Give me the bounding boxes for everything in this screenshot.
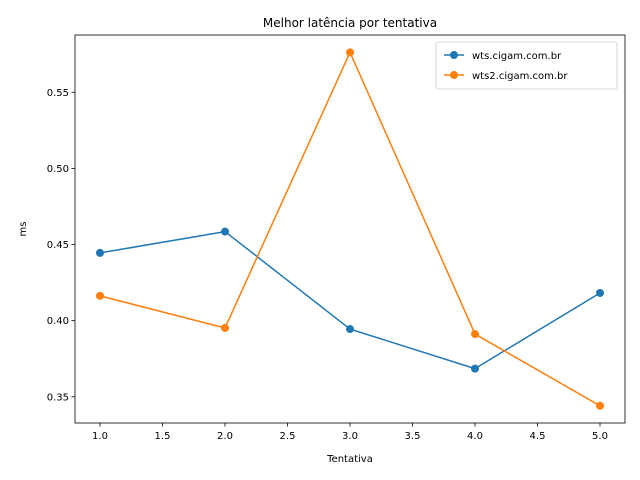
data-point: [471, 330, 479, 339]
x-tick-label: 1.0: [92, 431, 108, 442]
data-point: [96, 291, 104, 300]
data-point: [596, 288, 604, 297]
legend-marker: [450, 51, 458, 59]
x-tick-label: 3.0: [342, 431, 358, 442]
data-point: [346, 48, 354, 57]
y-axis-title: ms: [18, 222, 29, 237]
x-tick-label: 2.5: [280, 431, 296, 442]
x-axis-ticks: 1.0 1.5 2.0 2.5 3.0 3.5 4.0 4.5 5.0: [92, 423, 608, 442]
plot-area-frame: [74, 34, 626, 424]
y-axis-ticks: 0.35 0.40 0.45 0.50 0.55: [47, 88, 75, 403]
x-tick-label: 2.0: [217, 431, 233, 442]
series-2: [96, 48, 604, 410]
y-tick-label: 0.45: [47, 240, 69, 251]
legend-label: wts2.cigam.com.br: [472, 71, 568, 82]
legend: wts.cigam.com.br wts2.cigam.com.br: [435, 41, 618, 90]
data-point: [221, 227, 229, 236]
x-tick-label: 3.5: [405, 431, 421, 442]
x-tick-label: 1.5: [155, 431, 171, 442]
data-point: [596, 401, 604, 410]
data-point: [346, 325, 354, 334]
legend-entry: wts2.cigam.com.br: [444, 71, 568, 82]
data-point: [471, 364, 479, 373]
x-axis-title: Tentativa: [326, 454, 373, 465]
y-tick-label: 0.35: [47, 392, 69, 403]
x-tick-label: 5.0: [592, 431, 608, 442]
chart-title: Melhor latência por tentativa: [263, 16, 437, 30]
y-tick-label: 0.55: [47, 88, 69, 99]
series-layer: [96, 48, 604, 410]
series-1: [96, 227, 604, 373]
x-tick-label: 4.5: [530, 431, 546, 442]
legend-marker: [450, 71, 458, 79]
legend-label: wts.cigam.com.br: [472, 51, 562, 62]
data-point: [221, 323, 229, 332]
y-tick-label: 0.50: [47, 164, 69, 175]
y-tick-label: 0.40: [47, 316, 69, 327]
legend-entry: wts.cigam.com.br: [444, 51, 562, 62]
data-point: [96, 248, 104, 257]
legend-box: [435, 41, 618, 90]
x-tick-label: 4.0: [467, 431, 483, 442]
